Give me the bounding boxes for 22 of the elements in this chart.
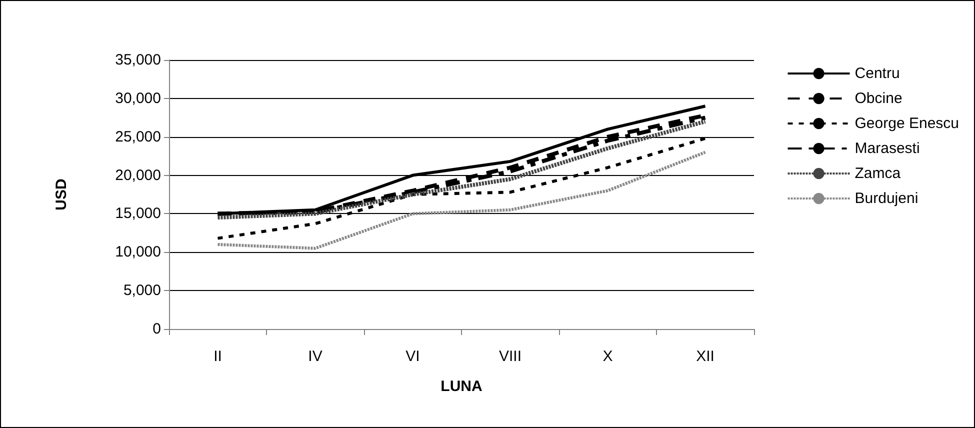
x-tick-label: II [214,348,222,365]
legend-label: George Enescu [854,115,960,132]
y-tick-label: 5,000 [123,282,161,300]
legend-label: Centru [854,65,900,82]
y-tick-label: 15,000 [115,205,161,222]
y-tick-label: 30,000 [115,90,161,107]
x-tick-label: VI [406,348,420,365]
x-tick-label: XII [696,348,714,365]
y-tick-label: 35,000 [115,52,161,68]
x-tick-label: X [602,348,613,365]
y-tick-label: 0 [152,320,161,338]
y-tick-label: 20,000 [115,166,161,184]
legend-label: Burdujeni [854,190,918,207]
y-tick-label: 25,000 [115,128,161,146]
legend-label: Zamca [854,165,902,182]
y-tick-label: 10,000 [115,244,161,261]
x-tick-label: VIII [498,348,522,365]
y-axis-title: USD [53,178,70,210]
legend-label: Obcine [854,90,902,107]
x-tick-label: IV [308,348,322,365]
x-axis-title: LUNA [440,378,482,395]
legend-label: Marasesti [854,140,920,157]
